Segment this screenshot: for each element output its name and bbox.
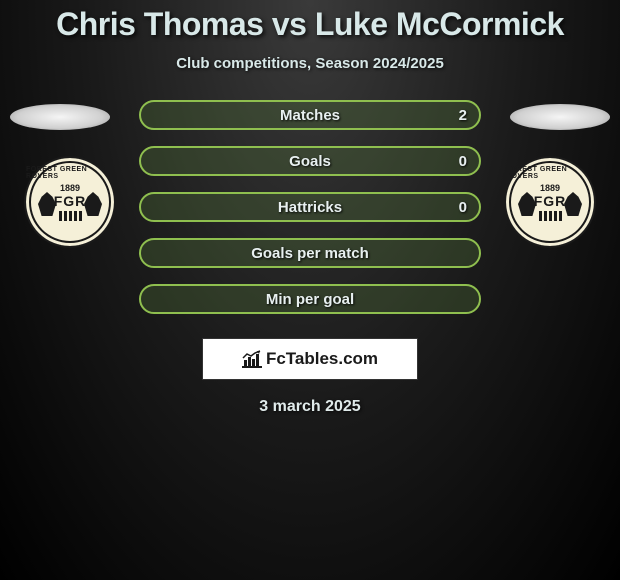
stat-bar-min-per-goal: Min per goal bbox=[139, 284, 481, 314]
stat-label: Min per goal bbox=[266, 291, 354, 308]
player-disc-left bbox=[10, 104, 110, 130]
subtitle: Club competitions, Season 2024/2025 bbox=[0, 55, 620, 72]
stat-bars: Matches 2 Goals 0 Hattricks 0 Goals per … bbox=[139, 100, 481, 314]
stats-area: FOREST GREEN ROVERS 1889 FGR FOREST GREE… bbox=[0, 100, 620, 320]
stat-label: Matches bbox=[280, 107, 340, 124]
player-disc-right bbox=[510, 104, 610, 130]
stat-value-right: 0 bbox=[459, 153, 467, 170]
brand-text: FcTables.com bbox=[266, 349, 378, 369]
brand-box[interactable]: FcTables.com bbox=[202, 338, 418, 380]
crest-mid: FGR bbox=[534, 193, 567, 209]
stat-label: Goals per match bbox=[251, 245, 369, 262]
stat-bar-matches: Matches 2 bbox=[139, 100, 481, 130]
crest-lion-icon bbox=[84, 192, 102, 216]
stat-value-right: 2 bbox=[459, 107, 467, 124]
club-crest-left: FOREST GREEN ROVERS 1889 FGR bbox=[24, 156, 116, 248]
stat-bar-hattricks: Hattricks 0 bbox=[139, 192, 481, 222]
stat-bar-goals: Goals 0 bbox=[139, 146, 481, 176]
stat-label: Hattricks bbox=[278, 199, 342, 216]
crest-lion-icon bbox=[564, 192, 582, 216]
stat-value-right: 0 bbox=[459, 199, 467, 216]
brand-chart-icon bbox=[242, 350, 262, 368]
crest-mid: FGR bbox=[54, 193, 87, 209]
crest-stripes-icon bbox=[59, 211, 82, 221]
crest-year: 1889 bbox=[60, 183, 80, 193]
date-text: 3 march 2025 bbox=[0, 398, 620, 416]
page-title: Chris Thomas vs Luke McCormick bbox=[0, 0, 620, 43]
stat-label: Goals bbox=[289, 153, 331, 170]
stat-bar-goals-per-match: Goals per match bbox=[139, 238, 481, 268]
club-crest-right: FOREST GREEN ROVERS 1889 FGR bbox=[504, 156, 596, 248]
crest-year: 1889 bbox=[540, 183, 560, 193]
crest-top-text: FOREST GREEN ROVERS bbox=[26, 166, 114, 180]
crest-top-text: FOREST GREEN ROVERS bbox=[506, 166, 594, 180]
crest-stripes-icon bbox=[539, 211, 562, 221]
